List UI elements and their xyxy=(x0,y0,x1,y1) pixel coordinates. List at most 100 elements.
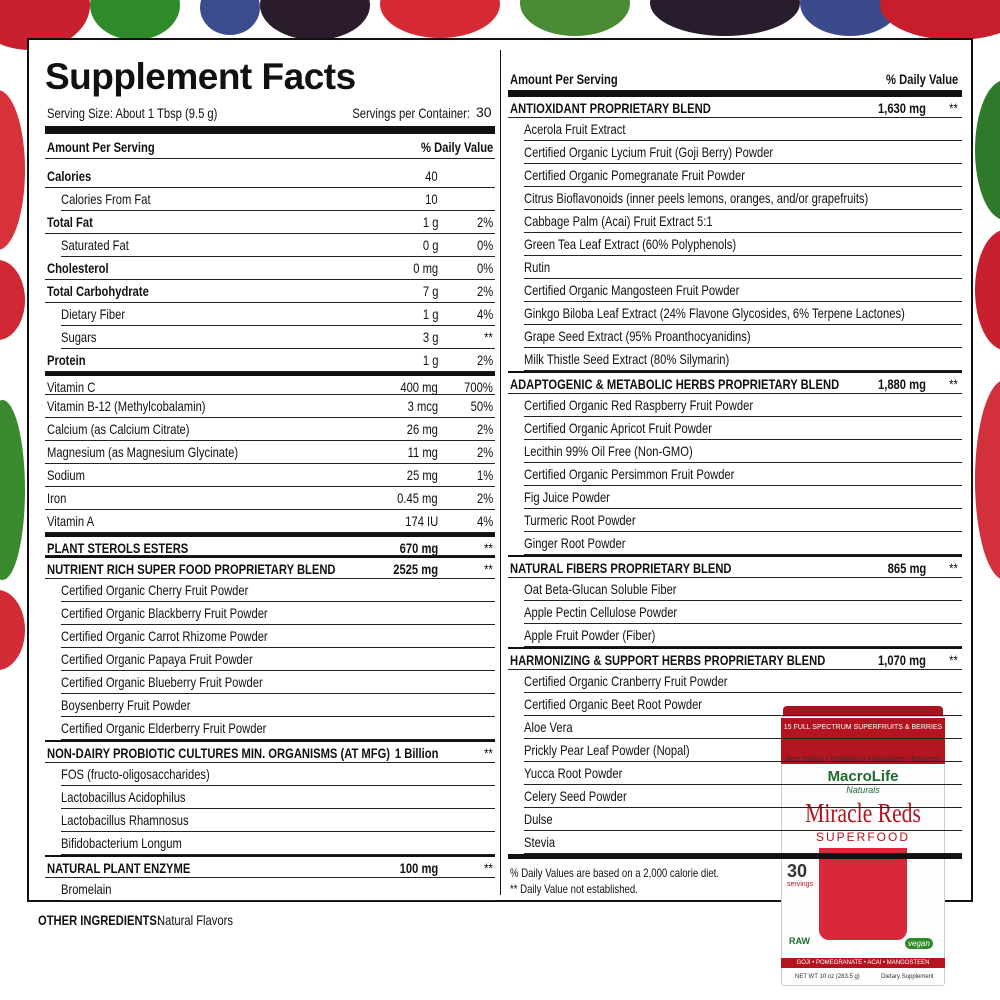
ingredient-row: Rutin xyxy=(524,256,962,279)
ingredient-name: Ginkgo Biloba Leaf Extract (24% Flavone … xyxy=(524,305,905,321)
ingredient-name: Certified Organic Cranberry Fruit Powder xyxy=(524,673,728,689)
sub-nutrient-row: Sugars 3 g ** xyxy=(61,326,495,349)
servings-label: Servings per Container: xyxy=(352,105,470,121)
column-header: Amount Per Serving % Daily Value xyxy=(45,136,495,159)
berry-decoration xyxy=(90,0,180,40)
ingredient-row: Cabbage Palm (Acai) Fruit Extract 5:1 xyxy=(524,210,962,233)
vitamin-amount: 3 mcg xyxy=(407,398,439,414)
blend-dv: ** xyxy=(949,376,958,392)
blend-amount: 1,880 mg xyxy=(878,376,926,392)
vitamin-row: Vitamin C 400 mg 700% xyxy=(45,372,495,395)
ingredient-row: Acerola Fruit Extract xyxy=(524,118,962,141)
nutrient-dv: ** xyxy=(484,329,493,345)
ingredient-name: Green Tea Leaf Extract (60% Polyphenols) xyxy=(524,236,737,252)
blend-name: NATURAL FIBERS PROPRIETARY BLEND xyxy=(510,560,732,576)
blend-dv: ** xyxy=(484,561,493,577)
nutrient-dv: 2% xyxy=(476,283,493,299)
blend-amount: 2525 mg xyxy=(393,561,438,577)
ingredient-row: Fig Juice Powder xyxy=(524,486,962,509)
vitamin-name: Sodium xyxy=(47,467,85,483)
can-product-name: Miracle Reds xyxy=(805,798,921,828)
nutrient-row: Total Fat 1 g 2% xyxy=(45,211,495,234)
ingredient-name: Turmeric Root Powder xyxy=(524,512,636,528)
ingredient-row: Ginkgo Biloba Leaf Extract (24% Flavone … xyxy=(524,302,962,325)
ingredient-row: Aloe Vera xyxy=(524,716,962,739)
ingredient-name: Oat Beta-Glucan Soluble Fiber xyxy=(524,581,677,597)
berry-decoration xyxy=(975,80,1000,220)
ingredient-name: Certified Organic Mangosteen Fruit Powde… xyxy=(524,282,740,298)
header-amount: Amount Per Serving xyxy=(47,139,155,155)
blend-amount: 1,630 mg xyxy=(878,100,926,116)
header-amount: Amount Per Serving xyxy=(510,71,618,87)
ingredient-name: Dulse xyxy=(524,811,553,827)
berry-decoration xyxy=(520,0,630,36)
ingredient-name: Fig Juice Powder xyxy=(524,489,610,505)
can-badge: vegan xyxy=(905,938,933,949)
blend-header-row: ADAPTOGENIC & METABOLIC HERBS PROPRIETAR… xyxy=(508,371,962,394)
vitamin-amount: 25 mg xyxy=(406,467,438,483)
thick-rule xyxy=(45,126,495,134)
berry-decoration xyxy=(0,590,25,670)
ingredient-name: Certified Organic Blackberry Fruit Powde… xyxy=(61,605,268,621)
ingredient-row: Lactobacillus Acidophilus xyxy=(61,786,495,809)
ingredient-row: Certified Organic Cranberry Fruit Powder xyxy=(524,670,962,693)
ingredient-name: Ginger Root Powder xyxy=(524,535,626,551)
ingredient-name: Certified Organic Lycium Fruit (Goji Ber… xyxy=(524,144,774,160)
vitamin-amount: 11 mg xyxy=(407,444,438,460)
ingredient-name: Apple Fruit Powder (Fiber) xyxy=(524,627,656,643)
blend-header-row: NATURAL FIBERS PROPRIETARY BLEND 865 mg ** xyxy=(508,555,962,578)
ingredient-row: Celery Seed Powder xyxy=(524,785,962,808)
sub-nutrient-row: Saturated Fat 0 g 0% xyxy=(61,234,495,257)
can-servings-label: servings xyxy=(787,881,814,888)
blend-header-row: NATURAL PLANT ENZYME 100 mg ** xyxy=(45,855,495,878)
vitamin-name: Vitamin B-12 (Methylcobalamin) xyxy=(47,398,206,414)
can-servings-count: 30 xyxy=(787,861,808,881)
ingredient-name: Certified Organic Elderberry Fruit Powde… xyxy=(61,720,267,736)
ingredient-name: Celery Seed Powder xyxy=(524,788,627,804)
header-dv: % Daily Value xyxy=(420,139,493,155)
ingredient-name: Acerola Fruit Extract xyxy=(524,121,626,137)
ingredient-name: Lecithin 99% Oil Free (Non-GMO) xyxy=(524,443,693,459)
can-brand-sub: Naturals xyxy=(846,785,880,795)
ingredient-row: Stevia xyxy=(524,831,962,854)
ingredient-row: Lecithin 99% Oil Free (Non-GMO) xyxy=(524,440,962,463)
ingredient-row: Bifidobacterium Longum xyxy=(61,832,495,855)
nutrient-row: Total Carbohydrate 7 g 2% xyxy=(45,280,495,303)
blend-name: PLANT STEROLS ESTERS xyxy=(47,540,189,556)
blend-name: HARMONIZING & SUPPORT HERBS PROPRIETARY … xyxy=(510,652,826,668)
ingredient-row: Boysenberry Fruit Powder xyxy=(61,694,495,717)
ingredient-row: Apple Pectin Cellulose Powder xyxy=(524,601,962,624)
nutrient-row: Protein 1 g 2% xyxy=(45,349,495,372)
ingredient-row: Ginger Root Powder xyxy=(524,532,962,555)
blend-amount: 1 Billion xyxy=(394,745,438,761)
vitamin-name: Calcium (as Calcium Citrate) xyxy=(47,421,190,437)
footnote: ** Daily Value not established. xyxy=(510,882,638,896)
ingredient-name: Grape Seed Extract (95% Proanthocyanidin… xyxy=(524,328,751,344)
blend-name: ADAPTOGENIC & METABOLIC HERBS PROPRIETAR… xyxy=(510,376,840,392)
ingredient-row: Certified Organic Red Raspberry Fruit Po… xyxy=(524,394,962,417)
vitamin-row: Magnesium (as Magnesium Glycinate) 11 mg 2… xyxy=(45,441,495,464)
vitamin-name: Vitamin A xyxy=(47,513,95,529)
ingredient-name: Stevia xyxy=(524,834,556,850)
ingredient-row: Certified Organic Elderberry Fruit Powde… xyxy=(61,717,495,740)
ingredient-name: Rutin xyxy=(524,259,551,275)
can-brand: MacroLife xyxy=(827,768,899,785)
servings-value: 30 xyxy=(476,104,492,120)
ingredient-row: Turmeric Root Powder xyxy=(524,509,962,532)
ingredient-name: Yucca Root Powder xyxy=(524,765,623,781)
can-tagline: 15 FULL SPECTRUM SUPERFRUITS & BERRIES xyxy=(783,724,943,731)
ingredient-row: Yucca Root Powder xyxy=(524,762,962,785)
vitamin-row: Vitamin A 174 IU 4% xyxy=(45,510,495,533)
ingredient-name: Bifidobacterium Longum xyxy=(61,835,182,851)
berry-decoration xyxy=(880,0,1000,40)
other-ingredients-value: Natural Flavors xyxy=(157,912,233,928)
other-ingredients-label: OTHER INGREDIENTS: xyxy=(38,912,161,928)
vitamin-row: Vitamin B-12 (Methylcobalamin) 3 mcg 50% xyxy=(45,395,495,418)
berry-decoration xyxy=(975,230,1000,350)
nutrient-dv: 0% xyxy=(476,260,493,276)
vitamin-dv: 2% xyxy=(476,421,493,437)
vitamin-name: Iron xyxy=(47,490,67,506)
vitamin-dv: 2% xyxy=(476,444,493,460)
ingredient-row: Bromelain xyxy=(61,878,495,901)
